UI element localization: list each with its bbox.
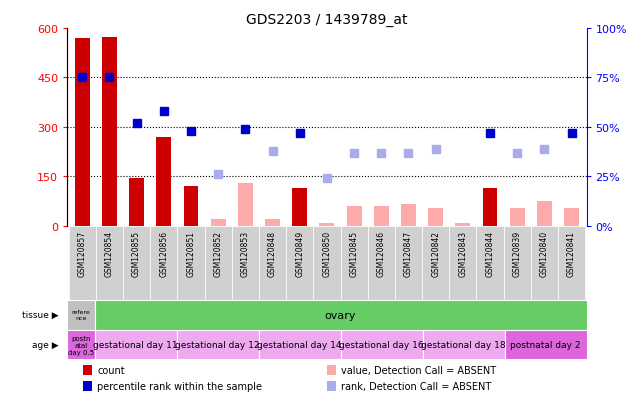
Text: GSM120843: GSM120843 [458,230,467,276]
Bar [177,330,258,360]
Bar [319,223,335,226]
Bar [67,300,95,330]
Bar [449,226,476,300]
Bar [483,188,497,226]
Bar [537,202,552,226]
Bar [238,183,253,226]
Text: gestational day 18: gestational day 18 [421,340,506,349]
Bar [75,39,90,226]
Text: GSM120855: GSM120855 [132,230,141,276]
Text: age ▶: age ▶ [33,340,59,349]
Text: gestational day 12: gestational day 12 [176,340,260,349]
Bar [123,226,150,300]
Bar [178,226,204,300]
Bar [67,330,95,360]
Bar [292,188,307,226]
Bar [504,330,587,360]
Bar [347,206,362,226]
Text: postnatal day 2: postnatal day 2 [510,340,581,349]
Bar [504,226,531,300]
Text: GSM120856: GSM120856 [160,230,169,276]
Bar [211,219,226,226]
Text: GSM120857: GSM120857 [78,230,87,276]
Text: value, Detection Call = ABSENT: value, Detection Call = ABSENT [342,365,497,375]
Bar [455,223,470,226]
Bar [265,220,280,226]
Bar [327,365,337,375]
Text: GSM120841: GSM120841 [567,230,576,276]
Bar [96,226,123,300]
Bar [204,226,232,300]
Text: rank, Detection Call = ABSENT: rank, Detection Call = ABSENT [342,381,492,391]
Bar [313,226,340,300]
Bar [327,381,337,391]
Text: GSM120854: GSM120854 [105,230,114,276]
Bar [150,226,178,300]
Bar [83,365,92,375]
Bar [232,226,259,300]
Bar [259,226,286,300]
Text: GSM120845: GSM120845 [349,230,358,276]
Text: percentile rank within the sample: percentile rank within the sample [97,381,262,391]
Text: GSM120846: GSM120846 [377,230,386,276]
Bar [286,226,313,300]
Bar [428,208,443,226]
Text: GSM120852: GSM120852 [213,230,222,276]
Bar [156,138,171,226]
Text: gestational day 16: gestational day 16 [339,340,424,349]
Bar [258,330,340,360]
Text: count: count [97,365,125,375]
Text: GSM120851: GSM120851 [187,230,196,276]
Text: GSM120853: GSM120853 [241,230,250,276]
Bar [69,226,96,300]
Text: GSM120849: GSM120849 [296,230,304,276]
Text: refere
nce: refere nce [72,310,90,320]
Bar [531,226,558,300]
Bar [374,206,388,226]
Text: GSM120839: GSM120839 [513,230,522,276]
Text: gestational day 14: gestational day 14 [257,340,342,349]
Bar [83,381,92,391]
Title: GDS2203 / 1439789_at: GDS2203 / 1439789_at [246,12,408,26]
Bar [510,208,525,226]
Bar [95,330,177,360]
Bar [340,330,422,360]
Text: ovary: ovary [325,310,356,320]
Bar [183,187,199,226]
Text: gestational day 11: gestational day 11 [94,340,178,349]
Bar [422,330,504,360]
Text: GSM120847: GSM120847 [404,230,413,276]
Bar [558,226,585,300]
Bar [564,208,579,226]
Bar [102,38,117,226]
Text: GSM120840: GSM120840 [540,230,549,276]
Text: GSM120844: GSM120844 [485,230,494,276]
Bar [368,226,395,300]
Bar [476,226,504,300]
Text: GSM120842: GSM120842 [431,230,440,276]
Text: GSM120850: GSM120850 [322,230,331,276]
Text: postn
atal
day 0.5: postn atal day 0.5 [68,335,94,355]
Bar [340,226,368,300]
Bar [129,178,144,226]
Text: tissue ▶: tissue ▶ [22,311,59,320]
Bar [422,226,449,300]
Bar [395,226,422,300]
Bar [401,205,416,226]
Text: GSM120848: GSM120848 [268,230,277,276]
